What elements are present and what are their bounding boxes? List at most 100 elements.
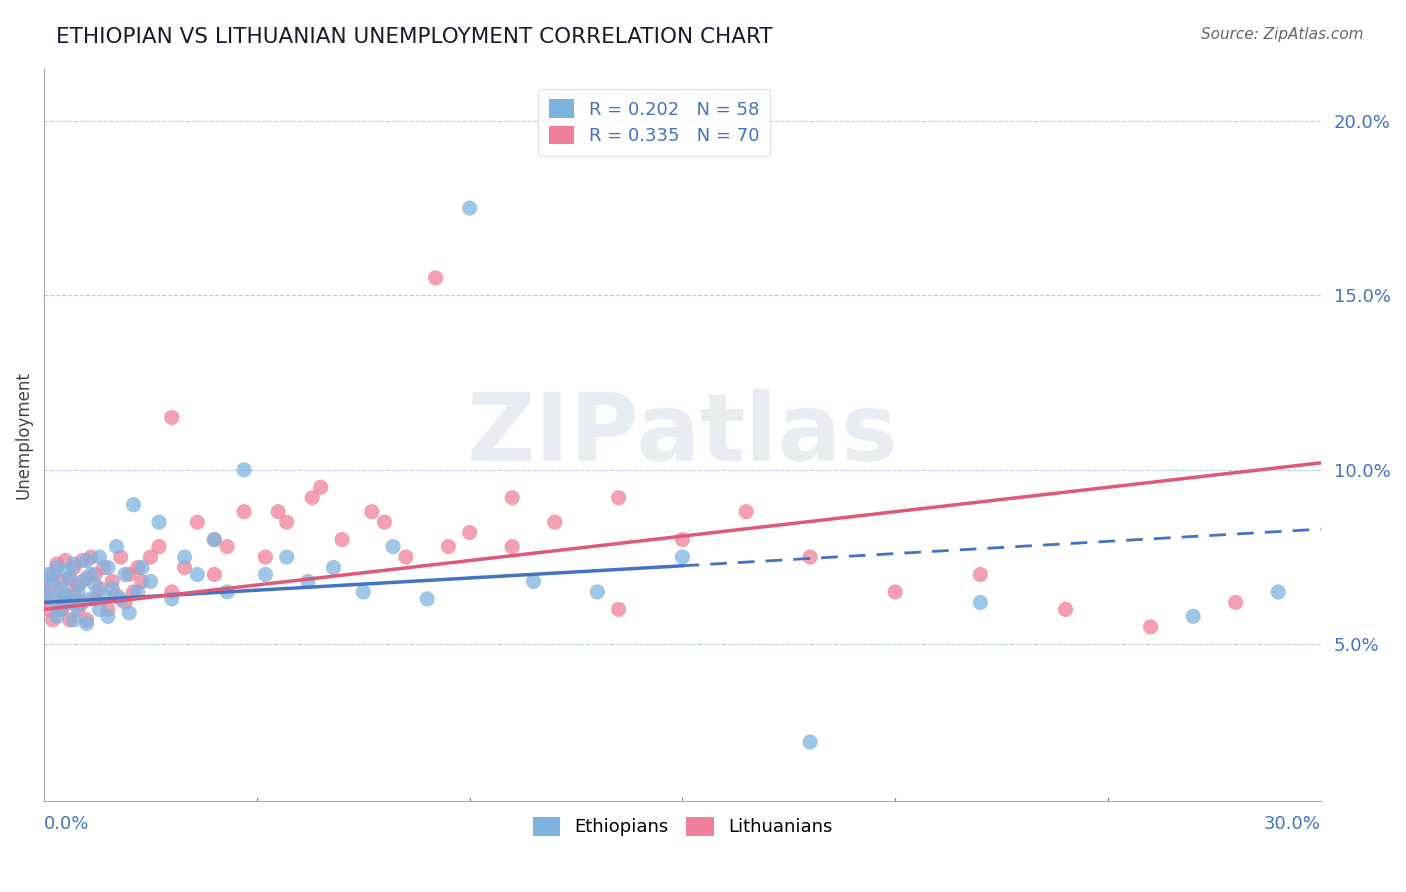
Text: ZIPatlas: ZIPatlas [467, 389, 898, 481]
Point [118, 606, 141, 620]
Point [671, 549, 693, 564]
Point [160, 591, 183, 606]
Point [173, 549, 195, 564]
Point [139, 549, 162, 564]
Point [59, 595, 82, 609]
Point [395, 549, 418, 564]
Point [799, 549, 821, 564]
Point [127, 560, 149, 574]
Point [202, 533, 225, 547]
Point [89, 549, 111, 564]
Point [607, 602, 630, 616]
Point [799, 735, 821, 749]
Point [276, 515, 298, 529]
Point [186, 515, 208, 529]
Point [1267, 585, 1289, 599]
Point [233, 505, 256, 519]
Point [969, 595, 991, 609]
Point [1225, 595, 1247, 609]
Point [67, 578, 90, 592]
Point [217, 540, 239, 554]
Point [97, 602, 120, 616]
Text: 30.0%: 30.0% [1264, 815, 1320, 833]
Point [267, 505, 290, 519]
Point [72, 595, 94, 609]
Point [360, 505, 382, 519]
Point [55, 595, 77, 609]
Point [41, 567, 63, 582]
Point [186, 567, 208, 582]
Point [330, 533, 353, 547]
Point [72, 574, 94, 589]
Point [458, 201, 481, 215]
Legend: R = 0.202   N = 58, R = 0.335   N = 70: R = 0.202 N = 58, R = 0.335 N = 70 [538, 88, 770, 156]
Point [72, 553, 94, 567]
Text: Source: ZipAtlas.com: Source: ZipAtlas.com [1201, 27, 1364, 42]
Point [84, 591, 107, 606]
Point [382, 540, 405, 554]
Point [84, 578, 107, 592]
Point [437, 540, 460, 554]
Point [297, 574, 319, 589]
Point [139, 574, 162, 589]
Point [45, 609, 67, 624]
Point [45, 560, 67, 574]
Point [122, 498, 145, 512]
Point [55, 553, 77, 567]
Text: ETHIOPIAN VS LITHUANIAN UNEMPLOYMENT CORRELATION CHART: ETHIOPIAN VS LITHUANIAN UNEMPLOYMENT COR… [56, 27, 773, 46]
Point [884, 585, 907, 599]
Point [55, 589, 77, 603]
Point [80, 567, 103, 582]
Point [276, 549, 298, 564]
Point [544, 515, 567, 529]
Point [202, 567, 225, 582]
Point [233, 463, 256, 477]
Point [49, 602, 72, 616]
Point [41, 591, 63, 606]
Point [501, 491, 523, 505]
Point [131, 574, 153, 589]
Point [416, 591, 439, 606]
Point [127, 585, 149, 599]
Point [59, 571, 82, 585]
Point [59, 613, 82, 627]
Point [352, 585, 374, 599]
Point [67, 602, 90, 616]
Point [114, 567, 136, 582]
Point [76, 571, 98, 585]
Point [148, 540, 170, 554]
Point [131, 560, 153, 574]
Point [76, 613, 98, 627]
Point [67, 599, 90, 613]
Point [309, 480, 332, 494]
Point [45, 589, 67, 603]
Point [89, 582, 111, 596]
Point [63, 560, 86, 574]
Point [105, 540, 128, 554]
Point [93, 589, 115, 603]
Point [37, 578, 59, 592]
Point [41, 574, 63, 589]
Point [202, 533, 225, 547]
Point [458, 525, 481, 540]
Point [63, 613, 86, 627]
Point [37, 567, 59, 582]
Point [322, 560, 344, 574]
Point [101, 574, 124, 589]
Point [173, 560, 195, 574]
Point [301, 491, 323, 505]
Point [148, 515, 170, 529]
Point [59, 571, 82, 585]
Point [607, 491, 630, 505]
Point [84, 567, 107, 582]
Point [374, 515, 396, 529]
Point [671, 533, 693, 547]
Point [32, 585, 55, 599]
Point [110, 549, 132, 564]
Point [76, 616, 98, 631]
Point [1054, 602, 1077, 616]
Point [49, 574, 72, 589]
Point [160, 410, 183, 425]
Point [1139, 620, 1161, 634]
Point [76, 553, 98, 567]
